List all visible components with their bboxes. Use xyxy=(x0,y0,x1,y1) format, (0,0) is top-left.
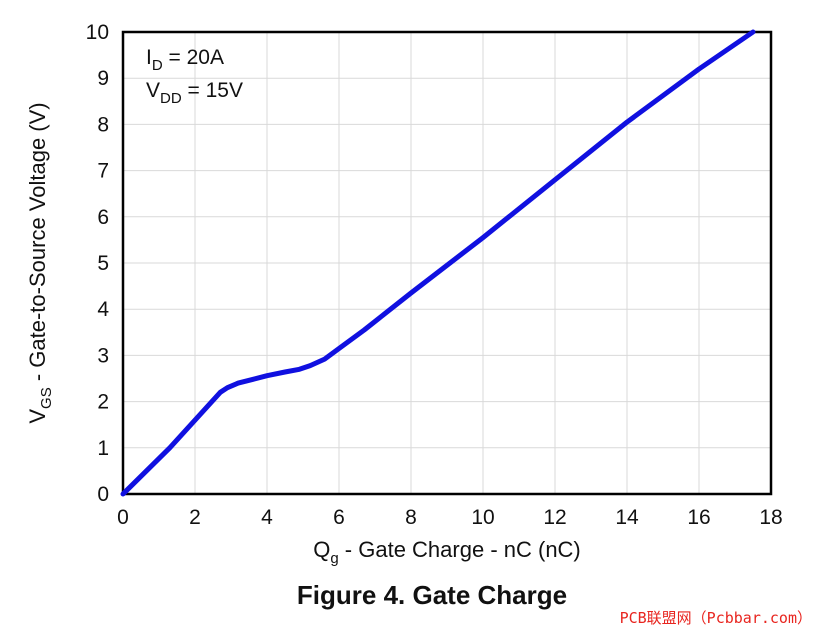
annotation-vdd: VDD = 15V xyxy=(146,79,243,107)
y-tick-label: 6 xyxy=(97,206,109,229)
annotation-id: ID = 20A xyxy=(146,46,224,74)
x-tick-label: 0 xyxy=(117,506,129,529)
x-axis-label: Qg - Gate Charge - nC (nC) xyxy=(313,537,581,567)
x-tick-label: 12 xyxy=(543,506,566,529)
y-tick-label: 2 xyxy=(97,391,109,414)
y-tick-label: 8 xyxy=(97,113,109,136)
y-tick-label: 9 xyxy=(97,67,109,90)
x-tick-label: 18 xyxy=(759,506,782,529)
watermark: PCB联盟网（Pcbbar.com） xyxy=(619,609,812,627)
y-tick-label: 1 xyxy=(97,437,109,460)
x-tick-label: 6 xyxy=(333,506,345,529)
plot-frame xyxy=(121,30,773,496)
y-tick-label: 4 xyxy=(97,298,109,321)
x-tick-label: 2 xyxy=(189,506,201,529)
x-tick-label: 8 xyxy=(405,506,417,529)
vgs-curve xyxy=(120,29,756,497)
y-tick-label: 3 xyxy=(97,344,109,367)
y-tick-label: 5 xyxy=(97,252,109,275)
x-tick-label: 10 xyxy=(471,506,494,529)
x-tick-labels: 0 2 4 6 8 10 12 14 16 18 xyxy=(117,506,783,529)
x-tick-label: 4 xyxy=(261,506,273,529)
x-tick-label: 16 xyxy=(687,506,710,529)
y-tick-label: 0 xyxy=(97,483,109,506)
x-tick-label: 14 xyxy=(615,506,639,529)
y-tick-label: 7 xyxy=(97,160,109,183)
figure-caption: Figure 4. Gate Charge xyxy=(296,580,568,610)
y-axis-label: VGS - Gate-to-Source Voltage (V) xyxy=(25,102,55,423)
y-tick-labels: 0 1 2 3 4 5 6 7 8 9 10 xyxy=(86,21,110,506)
y-tick-label: 10 xyxy=(86,21,109,44)
